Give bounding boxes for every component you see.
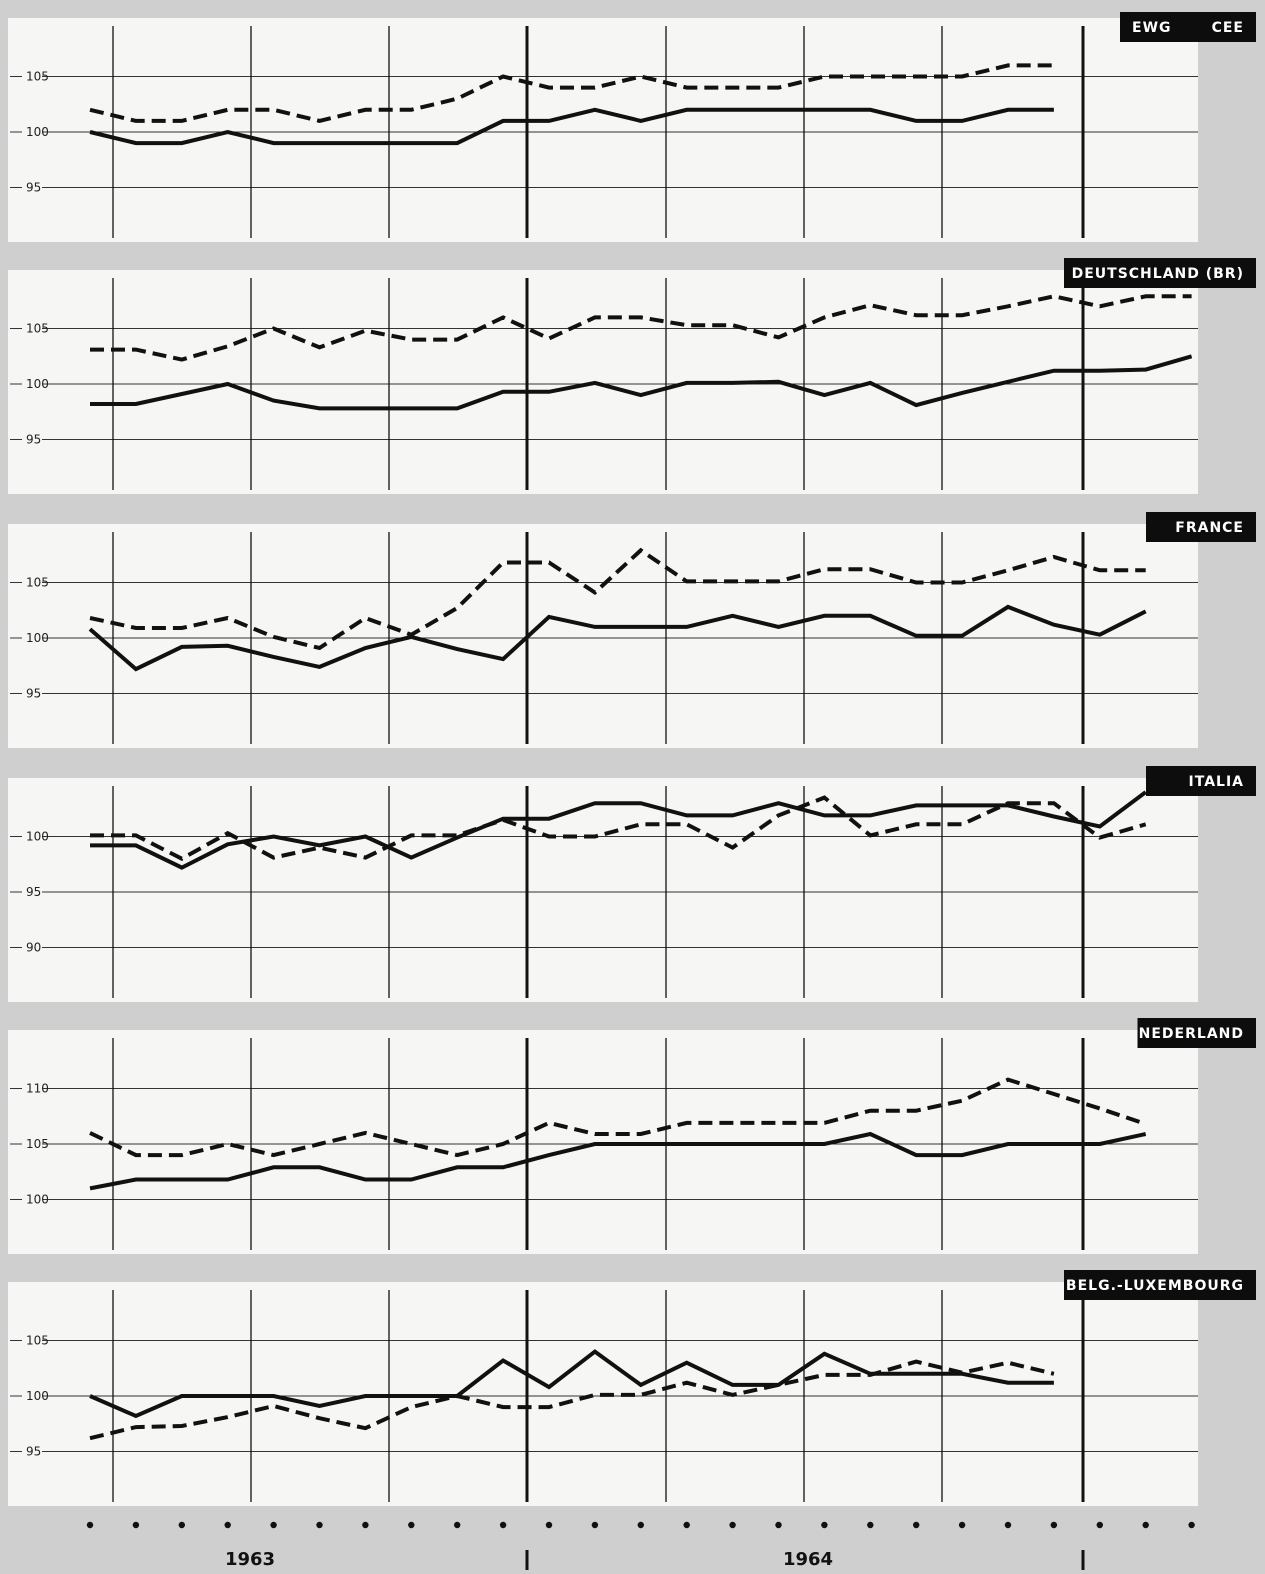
- tick-label-y: 105: [26, 322, 49, 336]
- month-dot: [270, 1521, 277, 1529]
- panel-3: 90 95 100 ITALIA: [8, 766, 1256, 1002]
- tick-label-y: 95: [26, 687, 41, 701]
- series-line-dashed: [89, 1359, 1055, 1441]
- month-dot: [1188, 1521, 1195, 1529]
- panel-label: BELG.-LUXEMBOURG: [1066, 1278, 1244, 1294]
- month-dot: [1142, 1521, 1149, 1529]
- bottom-axis: 1963 1964: [86, 1521, 1195, 1570]
- month-dot: [958, 1521, 966, 1529]
- tick-label-y: 100: [26, 1389, 49, 1403]
- tick-label-y: 105: [26, 1334, 49, 1348]
- panel-label: NEDERLAND: [1139, 1026, 1244, 1042]
- series-line-solid: [89, 1131, 1147, 1191]
- tick-label-y: 105: [26, 576, 49, 590]
- panel-4: 100 105 110 NEDERLAND: [8, 1018, 1256, 1254]
- plot-area: [8, 524, 1198, 748]
- month-dot: [545, 1521, 553, 1529]
- panel-label: DEUTSCHLAND (BR): [1072, 266, 1244, 282]
- series-line-dashed: [89, 547, 1146, 651]
- month-dot: [913, 1521, 920, 1529]
- year-label: 1963: [225, 1549, 275, 1570]
- tick-label-y: 95: [26, 181, 41, 195]
- month-dot: [316, 1521, 323, 1529]
- month-dot: [499, 1521, 507, 1529]
- panel-label-badge: [1064, 1270, 1256, 1300]
- series-line-solid: [89, 107, 1054, 146]
- panel-label: ITALIA: [1189, 774, 1244, 790]
- tick-label-y: 100: [26, 1193, 49, 1207]
- tick-label-y: 100: [26, 830, 49, 844]
- month-dot: [362, 1521, 369, 1529]
- plot-area: [8, 18, 1198, 242]
- series-line-solid: [90, 790, 1147, 870]
- month-dot: [1050, 1521, 1058, 1529]
- series-line-dashed: [90, 294, 1192, 362]
- panel-1: 95 100 105 DEUTSCHLAND (BR): [8, 258, 1256, 494]
- month-dot: [454, 1521, 461, 1529]
- panel-label-badge: [1146, 512, 1256, 542]
- month-dot: [86, 1521, 94, 1529]
- month-dot: [1004, 1521, 1012, 1529]
- tick-label-y: 105: [26, 1137, 49, 1151]
- series-line-dashed: [89, 63, 1054, 123]
- month-dot: [821, 1521, 828, 1529]
- series-line-solid: [89, 1349, 1054, 1419]
- tick-label-y: 100: [26, 631, 49, 645]
- tick-label-y: 95: [26, 1445, 41, 1459]
- month-dot: [178, 1521, 185, 1529]
- tick-label-y: 100: [26, 125, 49, 139]
- series-line-dashed: [90, 795, 1147, 861]
- tick-label-y: 110: [26, 1082, 49, 1096]
- month-dot: [224, 1521, 231, 1529]
- month-dot: [775, 1521, 782, 1529]
- series-line-dashed: [89, 1077, 1147, 1158]
- panel-label-badge: [1146, 766, 1256, 796]
- panel-label: CEE: [1212, 20, 1244, 36]
- panel-label-badge: [1120, 12, 1256, 42]
- panel-label: EWG: [1132, 20, 1172, 36]
- panel-label-badge: [1064, 258, 1256, 288]
- month-dot: [591, 1521, 599, 1529]
- tick-label-y: 95: [26, 433, 41, 447]
- month-dot: [408, 1521, 415, 1529]
- month-dot: [867, 1521, 874, 1529]
- panel-label: FRANCE: [1175, 520, 1244, 536]
- panel-5: 95 100 105 BELG.-LUXEMBOURG: [8, 1270, 1256, 1506]
- panel-0: 95 100 105 EWG CEE: [8, 12, 1256, 242]
- tick-label-y: 95: [26, 885, 41, 899]
- tick-label-y: 105: [26, 70, 49, 84]
- year-label: 1964: [783, 1549, 833, 1570]
- panel-2: 95 100 105 FRANCE: [8, 512, 1256, 748]
- month-dot: [683, 1521, 690, 1529]
- tick-label-y: 100: [26, 377, 49, 391]
- month-dot: [729, 1521, 736, 1529]
- series-line-solid: [90, 354, 1193, 411]
- panel-label-badge: [1137, 1018, 1256, 1048]
- month-dot: [1096, 1521, 1104, 1529]
- series-line-solid: [88, 604, 1147, 672]
- month-dot: [132, 1521, 140, 1529]
- tick-label-y: 90: [26, 941, 41, 955]
- plot-area: [8, 778, 1198, 1002]
- month-dot: [637, 1521, 644, 1529]
